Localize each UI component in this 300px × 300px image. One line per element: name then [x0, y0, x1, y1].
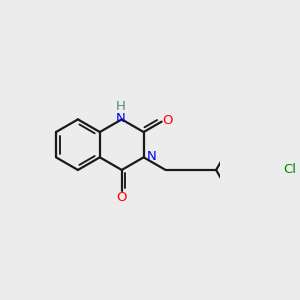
Text: H: H	[116, 100, 125, 113]
Text: Cl: Cl	[283, 164, 296, 176]
Text: N: N	[146, 150, 156, 163]
Text: N: N	[116, 112, 125, 125]
Text: O: O	[116, 191, 127, 204]
Text: O: O	[162, 115, 173, 128]
